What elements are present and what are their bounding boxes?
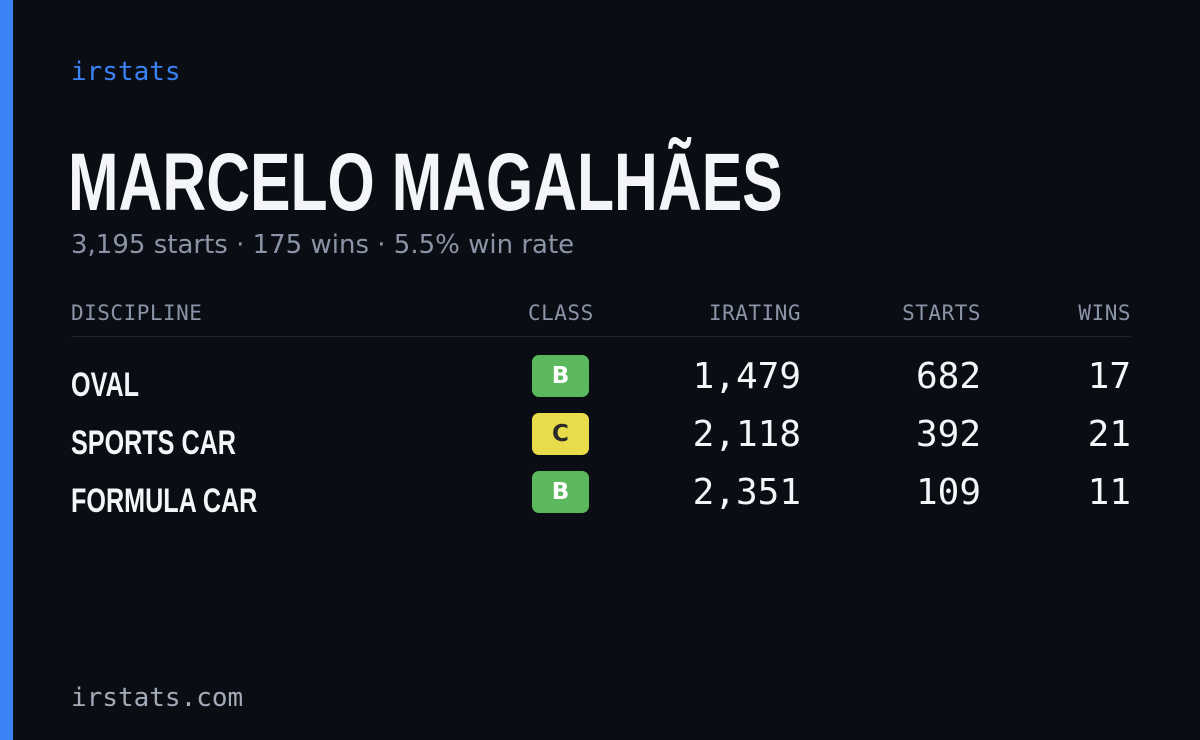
- brand-logo-text: irstats: [71, 57, 181, 87]
- stats-table: DISCIPLINE CLASS IRATING STARTS WINS OVA…: [71, 296, 1131, 527]
- starts-value: 682: [915, 356, 981, 397]
- class-badge: B: [532, 471, 589, 513]
- table-row: OVAL B 1,479 682 17: [71, 353, 1131, 411]
- irating-value: 2,351: [692, 472, 801, 513]
- irating-value: 2,118: [692, 414, 801, 455]
- class-badge: C: [532, 413, 589, 455]
- driver-summary: 3,195 starts · 175 wins · 5.5% win rate: [71, 230, 575, 260]
- header-irating: IRATING: [708, 301, 801, 325]
- wins-value: 17: [1087, 356, 1131, 397]
- irating-value: 1,479: [692, 356, 801, 397]
- discipline-label: SPORTS CAR: [71, 424, 236, 462]
- table-body: OVAL B 1,479 682 17 SPORTS CAR C 2,118 3…: [71, 353, 1131, 527]
- wins-value: 11: [1087, 472, 1131, 513]
- table-header: DISCIPLINE CLASS IRATING STARTS WINS: [71, 296, 1131, 337]
- driver-name: MARCELO MAGALHÃES: [68, 137, 783, 228]
- header-class: CLASS: [528, 301, 594, 325]
- header-discipline: DISCIPLINE: [71, 301, 203, 325]
- header-starts: STARTS: [902, 301, 981, 325]
- wins-value: 21: [1087, 414, 1131, 455]
- discipline-label: FORMULA CAR: [71, 482, 258, 520]
- table-row: SPORTS CAR C 2,118 392 21: [71, 411, 1131, 469]
- footer-url: irstats.com: [71, 683, 244, 713]
- accent-bar: [0, 0, 13, 740]
- header-wins: WINS: [1078, 301, 1131, 325]
- discipline-label: OVAL: [71, 366, 140, 404]
- table-row: FORMULA CAR B 2,351 109 11: [71, 469, 1131, 527]
- class-badge: B: [532, 355, 589, 397]
- starts-value: 392: [915, 414, 981, 455]
- starts-value: 109: [915, 472, 981, 513]
